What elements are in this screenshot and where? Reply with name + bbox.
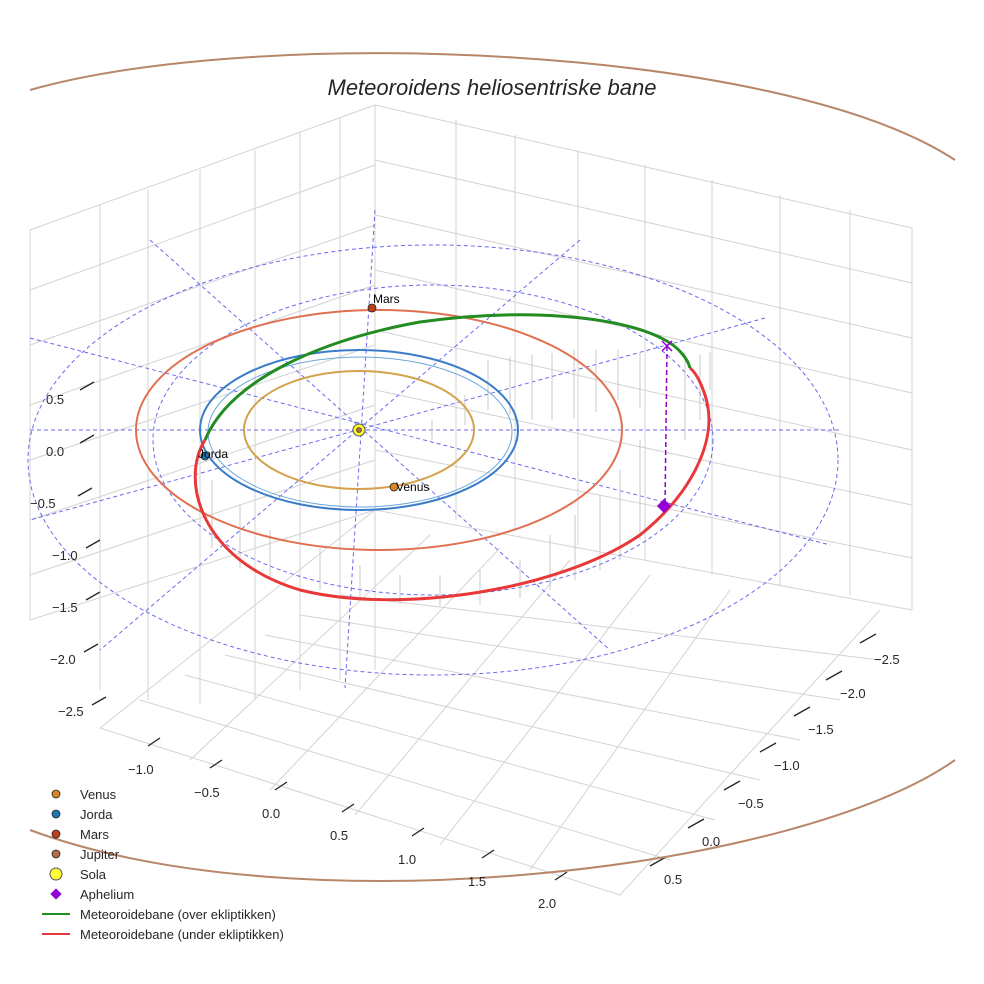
planet-label-earth: Jorda <box>198 447 228 461</box>
planet-label-mars: Mars <box>373 292 400 306</box>
planet-marker-earth <box>200 451 210 461</box>
y-axis-tick-labels: −2.5 −2.0 −1.5 −1.0 −0.5 0.0 0.5 <box>664 652 900 887</box>
tick-marks <box>77 381 877 881</box>
legend-label-above: Meteoroidebane (over ekliptikken) <box>80 907 276 922</box>
x-tick-label: 2.0 <box>538 896 556 911</box>
legend-marker-jupiter <box>51 849 61 859</box>
y-tick-label: 0.0 <box>702 834 720 849</box>
z-tick-label: 0.0 <box>46 444 64 459</box>
series-above-ecliptic-line <box>203 313 692 441</box>
planet-marker-mars <box>367 303 377 313</box>
y-tick-label: −2.5 <box>874 652 900 667</box>
y-tick-label: −0.5 <box>738 796 764 811</box>
orbit-mars <box>135 309 623 551</box>
sun-marker <box>352 423 366 437</box>
legend-marker-sun <box>49 867 63 881</box>
legend-label-venus: Venus <box>80 787 117 802</box>
y-tick-label: 0.5 <box>664 872 682 887</box>
z-axis-tick-labels: 0.5 0.0 −0.5 −1.0 −1.5 −2.0 −2.5 <box>30 392 84 719</box>
aphelion-projection-marker <box>661 340 673 352</box>
z-tick-label: −1.0 <box>52 548 78 563</box>
x-tick-label: −0.5 <box>194 785 220 800</box>
y-tick-label: −1.0 <box>774 758 800 773</box>
legend-marker-aphelion <box>50 888 62 900</box>
grid-panes <box>29 104 913 896</box>
orbit-earth <box>199 349 519 511</box>
y-tick-label: −1.5 <box>808 722 834 737</box>
ecliptic-reference-grid <box>27 209 840 689</box>
series-below-ecliptic-line <box>193 366 711 602</box>
z-tick-label: 0.5 <box>46 392 64 407</box>
orbit-venus <box>243 370 475 490</box>
chart-title: Meteoroidens heliosentriske bane <box>328 75 657 100</box>
legend-label-sun: Sola <box>80 867 107 882</box>
aphelion-marker <box>656 498 672 514</box>
z-tick-label: −2.5 <box>58 704 84 719</box>
legend-label-jupiter: Jupiter <box>80 847 120 862</box>
legend: Venus Jorda Mars Jupiter Sola Aphelium M… <box>42 787 284 942</box>
legend-label-below: Meteoroidebane (under ekliptikken) <box>80 927 284 942</box>
legend-marker-venus <box>51 789 61 799</box>
legend-marker-mars <box>51 829 61 839</box>
z-tick-label: −0.5 <box>30 496 56 511</box>
x-tick-label: 1.5 <box>468 874 486 889</box>
planet-marker-venus <box>389 482 399 492</box>
x-axis-tick-labels: −1.0 −0.5 0.0 0.5 1.0 1.5 2.0 <box>128 762 556 911</box>
orbit-jupiter <box>29 52 956 882</box>
z-tick-label: −2.0 <box>50 652 76 667</box>
legend-label-earth: Jorda <box>80 807 113 822</box>
z-tick-label: −1.5 <box>52 600 78 615</box>
x-tick-label: 0.0 <box>262 806 280 821</box>
x-tick-label: −1.0 <box>128 762 154 777</box>
x-tick-label: 1.0 <box>398 852 416 867</box>
legend-marker-earth <box>51 809 61 819</box>
legend-label-aphelion: Aphelium <box>80 887 134 902</box>
y-tick-label: −2.0 <box>840 686 866 701</box>
planet-label-venus: Venus <box>396 480 429 494</box>
x-tick-label: 0.5 <box>330 828 348 843</box>
aphelion-projection-line <box>664 345 668 508</box>
legend-label-mars: Mars <box>80 827 109 842</box>
